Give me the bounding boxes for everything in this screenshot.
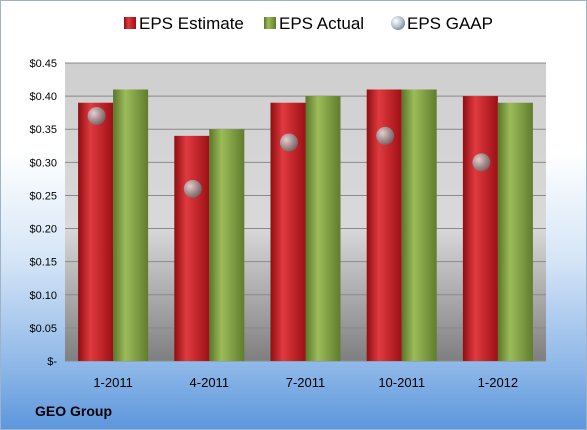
x-tick-label: 10-2011	[378, 375, 425, 390]
company-name: GEO Group	[35, 403, 112, 419]
bar-eps-actual	[305, 96, 341, 361]
y-tick-label: $0.30	[29, 157, 57, 169]
legend-eps-actual-label: EPS Actual	[279, 14, 364, 33]
y-tick-label: $0.40	[29, 91, 57, 103]
x-tick-label: 1-2012	[478, 375, 518, 390]
marker-eps-gaap	[183, 179, 202, 198]
legend-eps-actual-swatch	[264, 17, 276, 29]
y-tick-label: $-	[47, 356, 57, 368]
y-tick-label: $0.15	[29, 257, 57, 269]
marker-eps-gaap	[376, 126, 395, 145]
marker-eps-gaap	[280, 133, 298, 152]
y-tick-label: $0.05	[29, 323, 57, 335]
x-axis: 1-2011 4-2011 7-2011 10-2011 1-2012	[93, 375, 518, 390]
bar-eps-actual	[113, 89, 149, 361]
y-tick-label: $0.35	[29, 124, 57, 136]
y-tick-label: $0.10	[29, 290, 57, 302]
y-axis: $- $0.05 $0.10 $0.15 $0.20 $0.25 $0.30 $0.35 $0.…	[29, 58, 57, 368]
legend-eps-estimate-label: EPS Estimate	[139, 14, 244, 33]
bar-eps-estimate	[78, 102, 114, 361]
y-tick-label: $0.45	[29, 58, 57, 70]
legend-eps-gaap-label: EPS GAAP	[407, 14, 493, 33]
x-tick-label: 7-2011	[286, 375, 326, 390]
x-tick-label: 4-2011	[190, 375, 230, 390]
bar-eps-actual	[209, 129, 245, 361]
legend: EPS Estimate EPS Actual EPS GAAP	[124, 14, 493, 33]
bar-eps-actual	[497, 102, 533, 361]
marker-eps-gaap	[472, 153, 491, 172]
y-tick-label: $0.25	[29, 190, 57, 202]
bar-eps-estimate	[174, 135, 210, 361]
legend-eps-gaap-swatch	[391, 16, 405, 30]
bars	[78, 89, 533, 361]
x-tick-label: 1-2011	[93, 375, 133, 390]
bar-eps-estimate	[462, 96, 498, 361]
bar-eps-actual	[401, 89, 437, 361]
marker-eps-gaap	[87, 106, 106, 125]
gaap-markers	[87, 106, 491, 198]
legend-eps-estimate-swatch	[124, 17, 136, 29]
y-tick-label: $0.20	[29, 224, 57, 236]
